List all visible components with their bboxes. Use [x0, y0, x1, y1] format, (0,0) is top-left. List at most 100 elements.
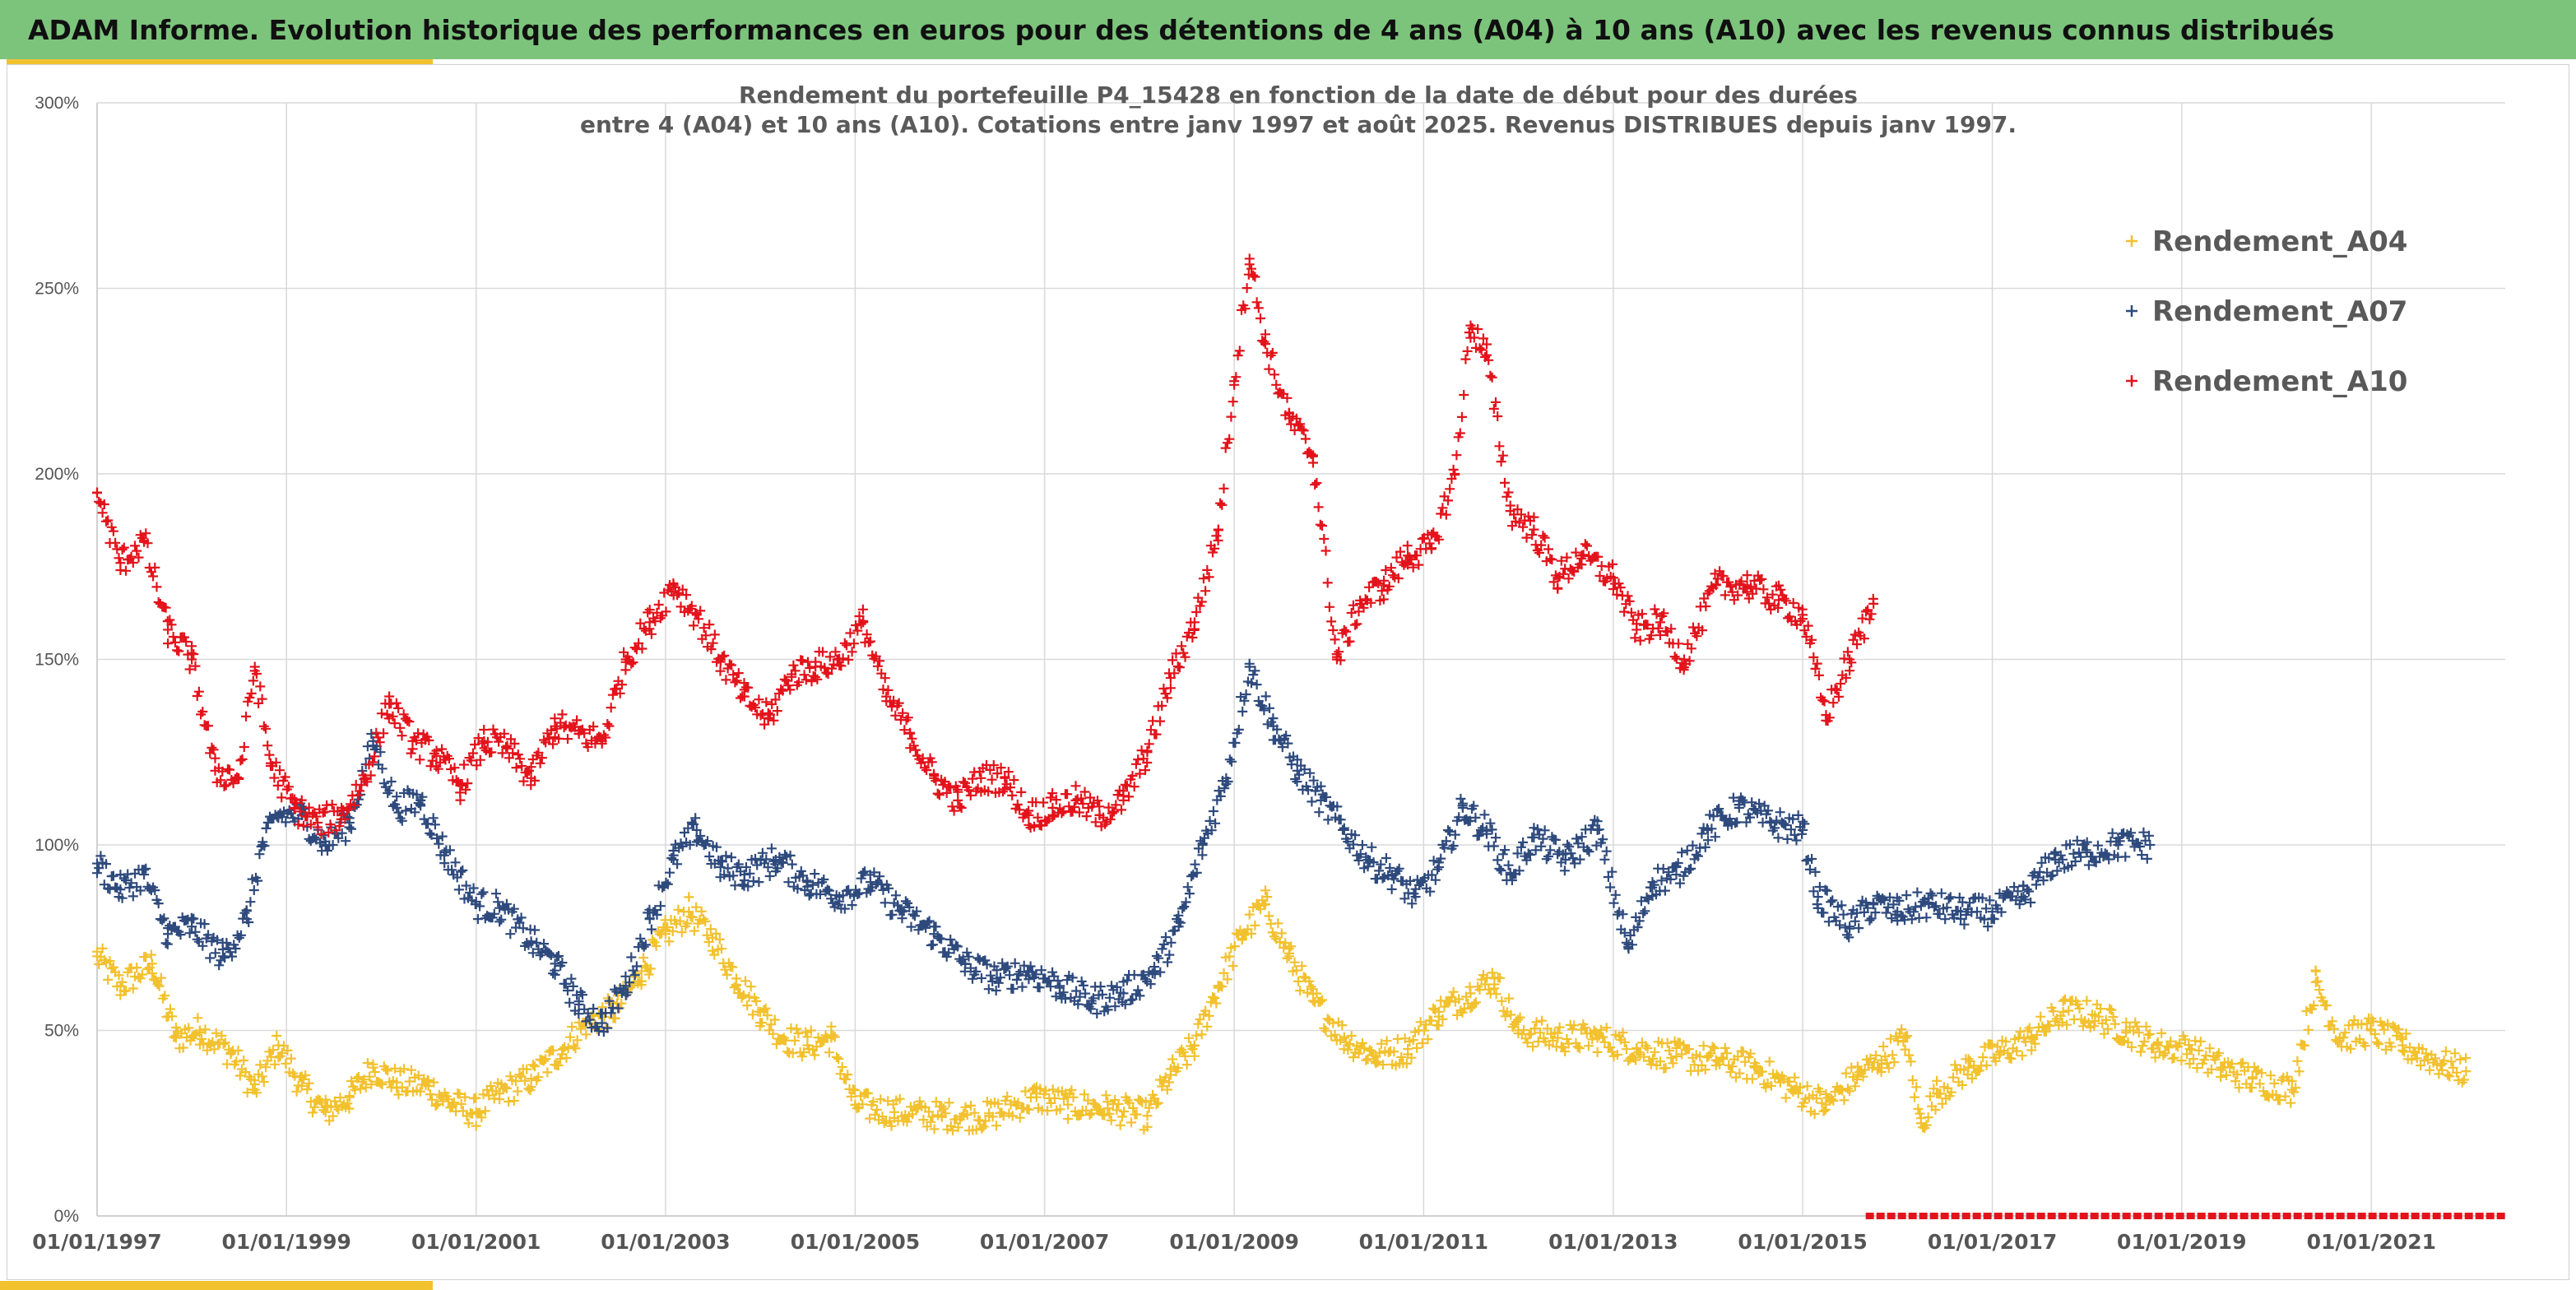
- accent-bar-bottom: [0, 1281, 433, 1290]
- x-tick-label: 01/01/2013: [1548, 1230, 1678, 1254]
- data-point: [494, 903, 505, 913]
- data-point: [691, 824, 702, 835]
- data-point: [392, 802, 402, 813]
- data-point: [392, 1077, 402, 1088]
- data-point: [2286, 1084, 2297, 1095]
- y-axis: 0% 50% 100% 150% 200% 250% 300%: [35, 94, 98, 1226]
- data-point: [2184, 1044, 2195, 1055]
- data-point: [273, 1040, 284, 1051]
- data-point: [1189, 1040, 1200, 1051]
- legend-item-Rendement_A04[interactable]: Rendement_A04: [2126, 225, 2407, 258]
- data-point: [1702, 824, 1713, 835]
- data-point: [1142, 747, 1153, 758]
- data-point: [494, 1088, 505, 1099]
- data-point: [1403, 550, 1413, 561]
- data-point: [1086, 995, 1097, 1006]
- data-point: [415, 795, 426, 805]
- data-point: [1623, 944, 1634, 954]
- x-tick-label: 01/01/2001: [411, 1230, 541, 1254]
- data-point: [778, 1032, 789, 1043]
- data-point: [1647, 877, 1658, 888]
- data-point: [1260, 339, 1270, 350]
- x-tick-label: 01/01/2017: [1928, 1230, 2057, 1254]
- data-point: [320, 1107, 331, 1117]
- data-point: [684, 907, 694, 917]
- data-point: [1900, 1032, 1910, 1043]
- data-point: [573, 999, 584, 1009]
- data-point: [163, 929, 174, 940]
- data-point: [1070, 795, 1081, 805]
- data-point: [92, 858, 102, 869]
- data-point: [423, 1081, 434, 1092]
- legend[interactable]: Rendement_A04 Rendement_A07 Rendement_A10: [2126, 225, 2407, 398]
- data-point: [976, 773, 986, 783]
- x-tick-label: 01/01/2005: [791, 1230, 920, 1254]
- x-tick-label: 01/01/1999: [221, 1230, 350, 1254]
- data-point: [1592, 1032, 1603, 1043]
- data-point: [2050, 855, 2061, 865]
- data-point: [2216, 1062, 2226, 1073]
- data-point: [163, 624, 174, 635]
- data-point: [1481, 824, 1492, 835]
- data-point: [953, 795, 963, 805]
- data-point: [550, 721, 560, 731]
- data-point: [1268, 721, 1279, 731]
- data-point: [249, 661, 260, 672]
- data-point: [1671, 1051, 1682, 1062]
- data-point: [1852, 1070, 1863, 1080]
- point-markers: [92, 259, 1878, 839]
- data-point: [858, 617, 869, 628]
- data-point: [897, 907, 907, 917]
- data-point: [929, 773, 940, 783]
- data-point: [1047, 802, 1058, 813]
- legend-item-Rendement_A07[interactable]: Rendement_A07: [2126, 295, 2407, 328]
- data-point: [739, 691, 750, 702]
- data-point: [763, 713, 773, 724]
- data-point: [2152, 1040, 2163, 1051]
- data-point: [2145, 840, 2156, 850]
- data-point: [1260, 899, 1270, 910]
- data-point: [1379, 580, 1390, 591]
- data-point: [368, 1062, 378, 1073]
- data-point: [1450, 469, 1460, 479]
- data-point: [1165, 1070, 1176, 1080]
- data-point: [1710, 580, 1721, 591]
- data-point: [1339, 1032, 1349, 1043]
- data-point: [92, 951, 102, 962]
- data-point: [1197, 840, 1208, 850]
- data-point: [337, 810, 347, 820]
- data-point: [1671, 870, 1682, 880]
- data-point: [755, 1006, 766, 1017]
- data-point: [802, 1040, 813, 1051]
- data-point: [2366, 1025, 2377, 1036]
- series-Rendement_A04: [92, 885, 2472, 1136]
- data-point: [1142, 1111, 1153, 1121]
- data-point: [1118, 795, 1129, 805]
- data-point: [660, 929, 671, 940]
- data-point: [1481, 350, 1492, 360]
- data-point: [2461, 1066, 2472, 1077]
- data-point: [1924, 899, 1934, 910]
- data-point: [1237, 929, 1247, 940]
- data-point: [620, 981, 631, 991]
- data-point: [1868, 899, 1879, 910]
- data-point: [2082, 847, 2092, 858]
- x-tick-label: 01/01/2011: [1359, 1230, 1488, 1254]
- data-point: [2334, 1032, 2345, 1043]
- data-point: [668, 855, 679, 865]
- data-point: [139, 536, 150, 546]
- data-point: [1560, 855, 1571, 865]
- data-point: [139, 870, 150, 880]
- chart-title-line1: Rendement du portefeuille P4_15428 en fo…: [739, 81, 1858, 109]
- data-point: [170, 1032, 181, 1043]
- data-point: [620, 654, 631, 665]
- data-point: [471, 899, 481, 910]
- data-point: [1766, 817, 1776, 828]
- data-point: [273, 810, 284, 820]
- data-point: [834, 654, 845, 665]
- data-point: [2026, 1032, 2037, 1043]
- data-point: [1489, 973, 1500, 984]
- data-point: [668, 580, 679, 591]
- data-point: [1094, 810, 1105, 820]
- legend-item-Rendement_A10[interactable]: Rendement_A10: [2126, 365, 2407, 398]
